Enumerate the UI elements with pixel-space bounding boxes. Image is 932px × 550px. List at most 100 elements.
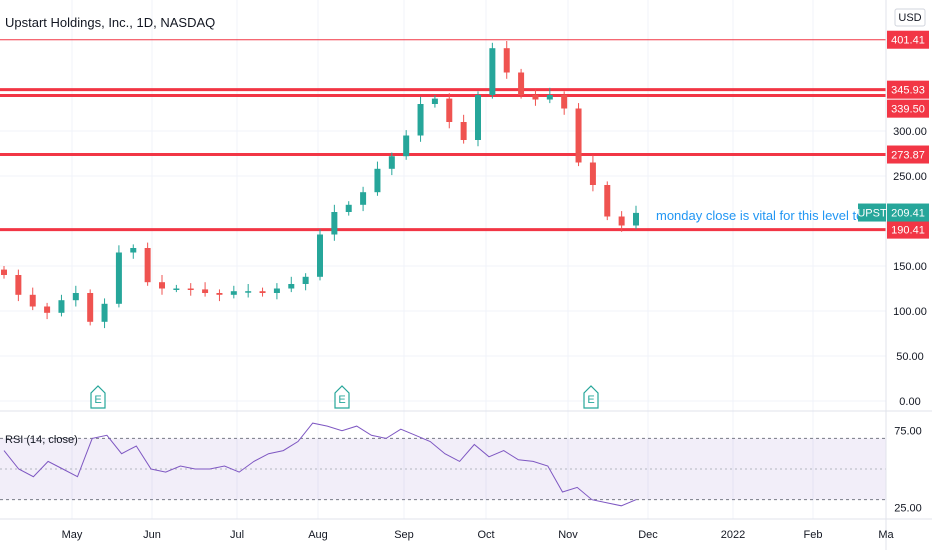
time-tick-label: Nov xyxy=(558,529,578,541)
candle xyxy=(345,204,352,212)
candle xyxy=(546,95,553,100)
candle xyxy=(360,192,367,205)
level-price-badge-label: 339.50 xyxy=(891,104,925,116)
ticker-badge xyxy=(858,203,886,222)
candle xyxy=(187,288,194,290)
candle xyxy=(1,269,7,275)
time-tick-label: Aug xyxy=(308,529,328,541)
last-price-badge xyxy=(887,203,929,222)
chart-title: Upstart Holdings, Inc., 1D, NASDAQ xyxy=(5,15,215,30)
rsi-axis[interactable]: 75.00 25.00 xyxy=(894,426,922,515)
time-tick-label: May xyxy=(62,529,83,541)
candle xyxy=(216,293,223,295)
candle xyxy=(431,98,438,104)
candle xyxy=(29,294,36,307)
candle xyxy=(618,216,625,226)
time-tick-label: Ma xyxy=(878,529,894,541)
candle xyxy=(101,303,108,322)
candle xyxy=(259,291,266,293)
candle xyxy=(518,72,525,95)
price-tick-label: 250.00 xyxy=(893,171,927,183)
candle xyxy=(331,212,338,235)
rsi-tick-label: 75.00 xyxy=(894,426,922,438)
candle xyxy=(288,284,295,289)
currency-label: USD xyxy=(898,12,921,24)
level-price-badge xyxy=(887,145,929,164)
candle xyxy=(475,95,481,140)
price-tick-label: 50.00 xyxy=(896,351,924,363)
candle xyxy=(604,185,611,217)
earnings-marker-label: E xyxy=(587,394,594,406)
annotation-text[interactable]: monday close is vital for this level to … xyxy=(656,208,881,223)
candlestick-series xyxy=(1,41,639,329)
rsi-line xyxy=(3,422,637,507)
time-tick-label: 2022 xyxy=(721,529,745,541)
candle xyxy=(130,248,137,253)
rsi-band xyxy=(0,437,886,501)
candle xyxy=(87,293,94,322)
candle xyxy=(532,95,539,100)
candle xyxy=(58,300,65,313)
candle xyxy=(403,135,410,157)
time-tick-label: Feb xyxy=(804,529,823,541)
price-tick-label: 100.00 xyxy=(893,306,927,318)
rsi-band-fill xyxy=(0,438,886,500)
candle xyxy=(173,288,180,290)
price-axis[interactable]: 0.00 50.00 100.00 150.00 250.00 300.00 xyxy=(893,126,927,408)
candle xyxy=(230,291,237,295)
candle xyxy=(202,289,209,293)
candle xyxy=(245,291,252,293)
candle xyxy=(302,276,309,284)
candle xyxy=(388,156,395,169)
currency-button[interactable] xyxy=(894,8,926,27)
earnings-marker-label: E xyxy=(94,394,101,406)
candle xyxy=(446,98,453,122)
ticker-badge-label: UPST xyxy=(857,208,887,220)
candle xyxy=(15,275,22,295)
level-price-badge-label: 190.41 xyxy=(891,225,925,237)
candle xyxy=(159,282,165,289)
earnings-marker[interactable] xyxy=(583,385,599,409)
price-tick-label: 300.00 xyxy=(893,126,927,138)
candle xyxy=(44,306,51,313)
time-tick-label: Sep xyxy=(394,529,414,541)
time-tick-label: Jul xyxy=(230,529,244,541)
candle xyxy=(503,48,510,73)
candle xyxy=(633,212,639,226)
rsi-title: RSI (14, close) xyxy=(5,434,78,446)
earnings-marker[interactable] xyxy=(90,385,106,409)
candle xyxy=(115,252,122,304)
price-badges: 401.41 345.93 339.50 273.87 190.41 209.41 UPST xyxy=(857,30,929,239)
candle xyxy=(589,162,596,185)
candle xyxy=(417,104,424,136)
rsi-tick-label: 25.00 xyxy=(894,502,922,514)
time-tick-label: Oct xyxy=(477,529,494,541)
level-price-badge xyxy=(887,80,929,99)
time-tick-label: Jun xyxy=(143,529,161,541)
candle xyxy=(144,248,151,283)
rsi-series xyxy=(3,422,637,507)
horizontal-levels[interactable] xyxy=(0,39,886,232)
candle xyxy=(72,293,79,301)
time-tick-label: Dec xyxy=(638,529,658,541)
candle xyxy=(489,48,496,95)
level-price-badge-label: 345.93 xyxy=(891,85,925,97)
earnings-marker-label: E xyxy=(338,394,345,406)
candle xyxy=(273,288,280,293)
candle xyxy=(575,108,582,163)
level-price-badge-label: 273.87 xyxy=(891,150,925,162)
candle xyxy=(317,234,323,277)
price-tick-label: 0.00 xyxy=(899,396,920,408)
earnings-marker[interactable] xyxy=(334,385,350,409)
candle xyxy=(374,168,381,193)
level-price-badge xyxy=(887,99,929,118)
candle xyxy=(460,122,467,140)
level-price-badge xyxy=(887,220,929,239)
level-price-badge-label: 401.41 xyxy=(891,35,925,47)
candle xyxy=(561,95,568,109)
price-tick-label: 150.00 xyxy=(893,261,927,273)
time-axis[interactable]: May Jun Jul Aug Sep Oct Nov Dec 2022 Feb Ma xyxy=(62,529,895,541)
